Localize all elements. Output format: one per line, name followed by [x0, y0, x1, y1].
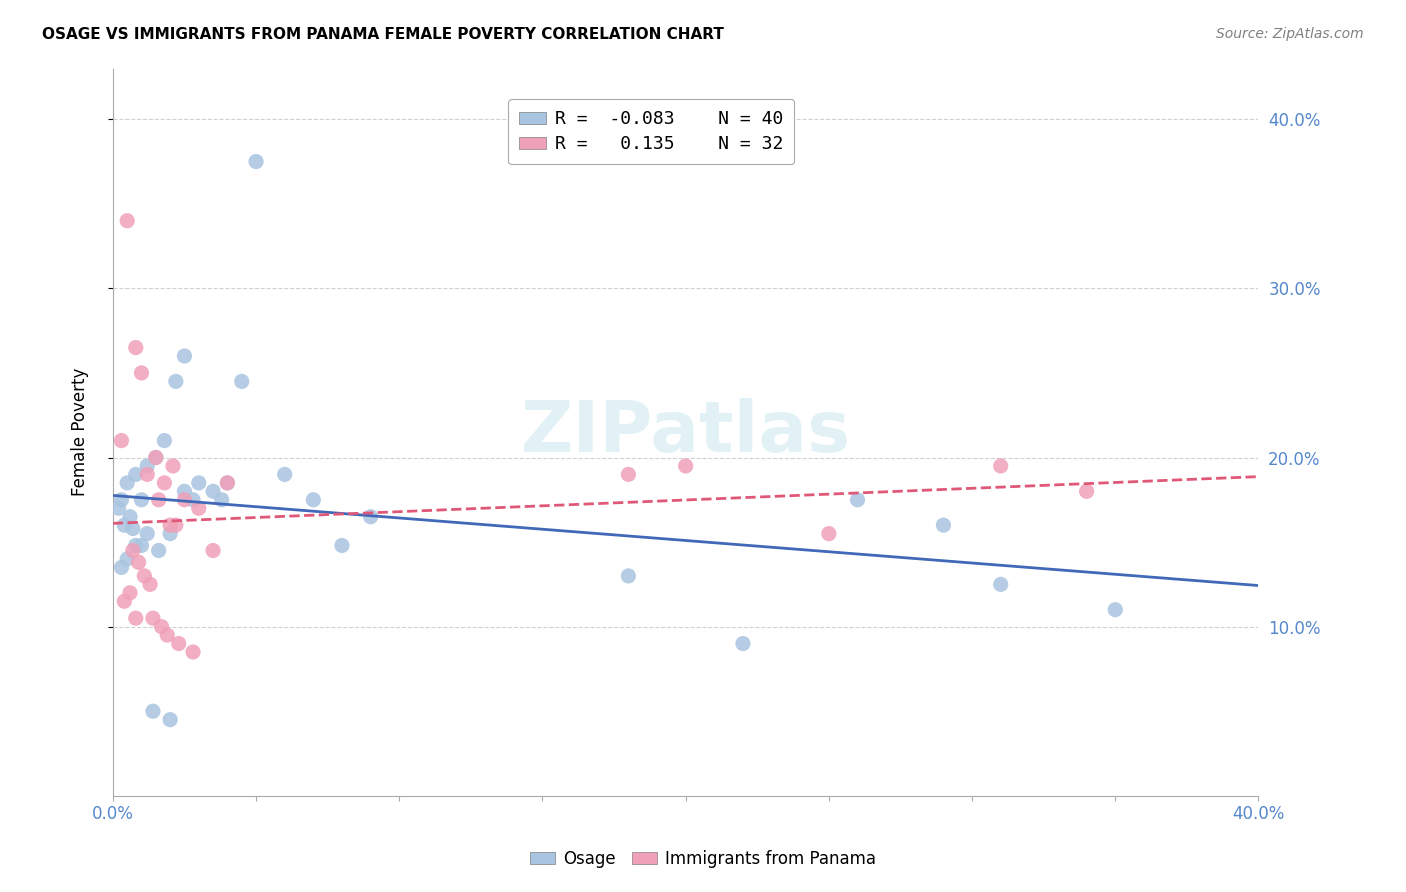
Point [125, 538, 148, 552]
Point [110, 434, 132, 448]
Y-axis label: Female Poverty: Female Poverty [72, 368, 89, 496]
Point [173, 349, 195, 363]
Point [181, 645, 204, 659]
Point [110, 492, 132, 507]
Point [125, 467, 148, 482]
Text: OSAGE VS IMMIGRANTS FROM PANAMA FEMALE POVERTY CORRELATION CHART: OSAGE VS IMMIGRANTS FROM PANAMA FEMALE P… [42, 27, 724, 42]
Point [159, 518, 181, 533]
Point [202, 484, 225, 499]
Point [128, 555, 150, 569]
Point [675, 458, 697, 473]
Point [153, 434, 176, 448]
Point [159, 526, 181, 541]
Point [156, 628, 179, 642]
Point [115, 213, 138, 227]
Point [148, 543, 170, 558]
Point [145, 450, 167, 465]
Point [818, 526, 841, 541]
Point [617, 467, 640, 482]
Point [211, 492, 233, 507]
Point [990, 577, 1012, 591]
Point [360, 509, 382, 524]
Point [181, 492, 204, 507]
Legend: Osage, Immigrants from Panama: Osage, Immigrants from Panama [523, 844, 883, 875]
Point [118, 586, 141, 600]
Point [150, 620, 173, 634]
Point [159, 713, 181, 727]
Point [115, 475, 138, 490]
Point [153, 475, 176, 490]
Point [167, 636, 190, 650]
Point [162, 458, 184, 473]
Point [142, 704, 165, 718]
Point [187, 501, 209, 516]
Text: Source: ZipAtlas.com: Source: ZipAtlas.com [1216, 27, 1364, 41]
Point [107, 501, 129, 516]
Point [617, 569, 640, 583]
Point [231, 375, 253, 389]
Point [142, 611, 165, 625]
Point [131, 492, 153, 507]
Point [115, 552, 138, 566]
Point [1076, 484, 1098, 499]
Point [846, 492, 869, 507]
Point [217, 475, 239, 490]
Point [125, 341, 148, 355]
Point [217, 475, 239, 490]
Point [131, 538, 153, 552]
Point [173, 484, 195, 499]
Point [245, 154, 267, 169]
Point [112, 518, 135, 533]
Point [173, 492, 195, 507]
Point [165, 518, 187, 533]
Point [273, 467, 295, 482]
Point [139, 577, 162, 591]
Legend: R =  -0.083    N = 40, R =   0.135    N = 32: R = -0.083 N = 40, R = 0.135 N = 32 [508, 99, 794, 164]
Point [148, 492, 170, 507]
Point [131, 366, 153, 380]
Point [125, 611, 148, 625]
Point [110, 560, 132, 574]
Point [136, 458, 159, 473]
Point [134, 569, 156, 583]
Point [112, 594, 135, 608]
Point [187, 475, 209, 490]
Point [302, 492, 325, 507]
Point [118, 509, 141, 524]
Point [1104, 603, 1126, 617]
Point [122, 543, 145, 558]
Point [932, 518, 955, 533]
Point [731, 636, 754, 650]
Point [202, 543, 225, 558]
Point [122, 522, 145, 536]
Point [136, 467, 159, 482]
Point [145, 450, 167, 465]
Point [165, 375, 187, 389]
Point [990, 458, 1012, 473]
Point [330, 538, 353, 552]
Point [136, 526, 159, 541]
Text: ZIPatlas: ZIPatlas [520, 398, 851, 467]
